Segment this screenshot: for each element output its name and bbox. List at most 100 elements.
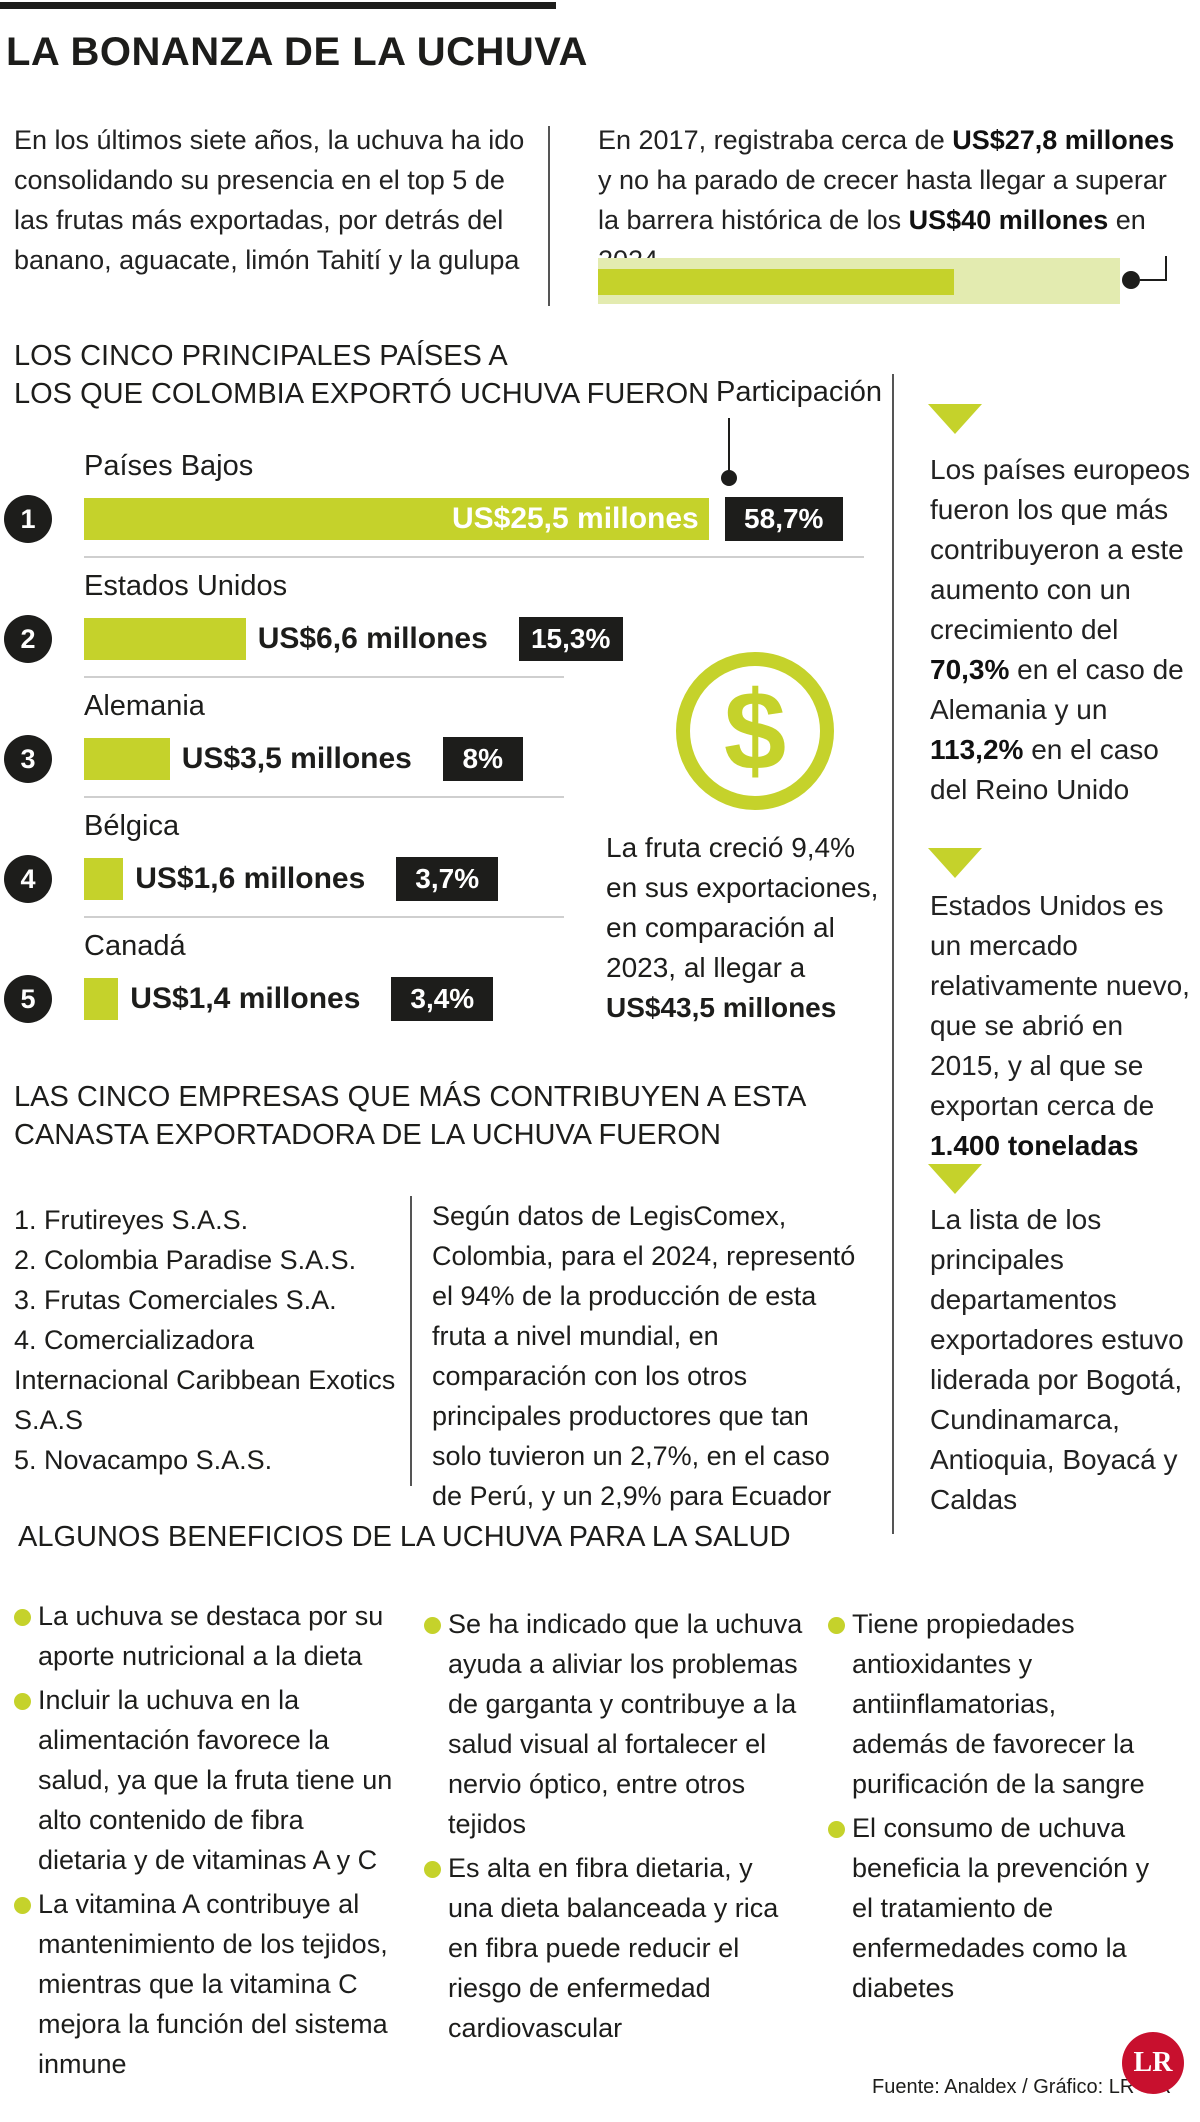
share-percent-box: 58,7%: [724, 497, 843, 541]
bar-value-label: US$1,4 millones: [130, 982, 361, 1015]
benefit-text: Se ha indicado que la uchuva ayuda a ali…: [448, 1609, 803, 1839]
bar-value-label: US$1,6 millones: [135, 862, 366, 895]
row-separator: [84, 796, 564, 798]
bullet-dot-icon: [828, 1821, 845, 1838]
benefit-item: La uchuva se destaca por su aporte nutri…: [14, 1596, 394, 1676]
side-note-value: 113,2%: [930, 734, 1024, 765]
side-note-part: en el caso del Reino Unido: [930, 734, 1159, 805]
growth-bar-2017: [598, 269, 954, 295]
share-percent-box: 3,7%: [396, 857, 499, 901]
page-title: LA BONANZA DE LA UCHUVA: [6, 30, 588, 74]
side-note-departments: La lista de los principales departamento…: [930, 1204, 1184, 1515]
share-percent-box: 15,3%: [518, 617, 623, 661]
lr-logo: LR: [1122, 2032, 1184, 2094]
benefit-item: El consumo de uchuva beneficia la preven…: [828, 1808, 1158, 2008]
rank-badge: 4: [4, 855, 52, 903]
benefits-column-2: Se ha indicado que la uchuva ayuda a ali…: [424, 1604, 804, 2052]
country-label: Alemania: [84, 690, 205, 722]
benefits-column-1: La uchuva se destaca por su aporte nutri…: [14, 1596, 394, 2088]
intro-value-2017: US$27,8 millones: [952, 125, 1175, 155]
intro-right-text: En 2017, registraba cerca de US$27,8 mil…: [598, 120, 1178, 280]
bullet-dot-icon: [14, 1693, 31, 1710]
countries-title-line: LOS QUE COLOMBIA EXPORTÓ UCHUVA FUERON: [14, 378, 710, 410]
companies-section-title: LAS CINCO EMPRESAS QUE MÁS CONTRIBUYEN A…: [14, 1078, 806, 1154]
fruit-growth-text: La fruta creció 9,4% en sus exportacione…: [606, 828, 886, 1028]
row-separator: [84, 916, 564, 918]
participation-stem: [728, 418, 730, 476]
triangle-marker-icon: [928, 1164, 982, 1194]
bullet-dot-icon: [14, 1609, 31, 1626]
participation-dot: [721, 470, 737, 486]
intro-left-text: En los últimos siete años, la uchuva ha …: [14, 125, 525, 275]
rank-badge: 5: [4, 975, 52, 1023]
triangle-marker-icon: [928, 848, 982, 878]
source-credit: Fuente: Analdex / Gráfico: LR-GR: [872, 2076, 1172, 2098]
growth-marker-dot: [1122, 271, 1140, 289]
share-percent-box: 3,4%: [391, 977, 494, 1021]
company-item: 4. Comercializadora Internacional Caribb…: [14, 1325, 396, 1435]
rank-badge: 3: [4, 735, 52, 783]
country-label: Países Bajos: [84, 450, 254, 482]
company-item: 2. Colombia Paradise S.A.S.: [14, 1245, 357, 1275]
countries-section-title: LOS CINCO PRINCIPALES PAÍSES A LOS QUE C…: [14, 337, 709, 413]
country-label: Bélgica: [84, 810, 180, 842]
benefit-text: Incluir la uchuva en la alimentación fav…: [38, 1685, 393, 1875]
company-item: 1. Frutireyes S.A.S.: [14, 1205, 249, 1235]
bullet-dot-icon: [14, 1897, 31, 1914]
benefit-text: La vitamina A contribuye al mantenimient…: [38, 1889, 388, 2079]
fruit-growth-value: US$43,5 millones: [606, 992, 837, 1023]
intro-value-2024: US$40 millones: [908, 205, 1109, 235]
country-bar: [84, 738, 170, 780]
benefits-column-3: Tiene propiedades antioxidantes y antiin…: [828, 1604, 1158, 2012]
row-separator: [84, 676, 564, 678]
growth-marker-stem: [1140, 279, 1167, 281]
benefit-text: La uchuva se destaca por su aporte nutri…: [38, 1601, 384, 1671]
benefit-text: Es alta en fibra dietaria, y una dieta b…: [448, 1853, 779, 2043]
country-label: Canadá: [84, 930, 186, 962]
benefit-item: Se ha indicado que la uchuva ayuda a ali…: [424, 1604, 804, 1844]
companies-title-line: LAS CINCO EMPRESAS QUE MÁS CONTRIBUYEN A…: [14, 1081, 807, 1113]
benefit-item: Tiene propiedades antioxidantes y antiin…: [828, 1604, 1158, 1804]
bar-value-label: US$3,5 millones: [181, 742, 412, 775]
bullet-dot-icon: [828, 1617, 845, 1634]
top-rule: [0, 2, 556, 9]
share-percent-box: 8%: [442, 737, 523, 781]
country-bar: [84, 858, 124, 900]
bullet-dot-icon: [424, 1861, 441, 1878]
intro-right-part: En 2017, registraba cerca de: [598, 125, 953, 155]
column-divider: [892, 374, 894, 1534]
bar-value-label: US$25,5 millones: [451, 502, 699, 535]
rank-badge: 1: [4, 495, 52, 543]
company-item: 5. Novacampo S.A.S.: [14, 1445, 273, 1475]
country-bar: [84, 498, 709, 540]
row-separator: [84, 556, 864, 558]
benefit-item: Es alta en fibra dietaria, y una dieta b…: [424, 1848, 804, 2048]
benefit-text: El consumo de uchuva beneficia la preven…: [852, 1813, 1150, 2003]
intro-divider: [548, 126, 550, 306]
side-note-part: en el caso de Alemania y un: [930, 654, 1184, 725]
benefit-text: Tiene propiedades antioxidantes y antiin…: [852, 1609, 1145, 1799]
side-note-europe: Los países europeos fueron los que más c…: [930, 450, 1200, 810]
side-note-value: 1.400 toneladas: [930, 1130, 1139, 1161]
legiscomex-text: Según datos de LegisComex, Colombia, par…: [432, 1201, 856, 1511]
benefit-item: Incluir la uchuva en la alimentación fav…: [14, 1680, 394, 1880]
bullet-dot-icon: [424, 1617, 441, 1634]
benefit-item: La vitamina A contribuye al mantenimient…: [14, 1884, 394, 2084]
triangle-marker-icon: [928, 404, 982, 434]
companies-title-line: CANASTA EXPORTADORA DE LA UCHUVA FUERON: [14, 1119, 721, 1151]
side-note-part: Los países europeos fueron los que más c…: [930, 454, 1190, 645]
company-item: 3. Frutas Comerciales S.A.: [14, 1285, 337, 1315]
side-note-part: Estados Unidos es un mercado relativamen…: [930, 890, 1190, 1121]
rank-badge: 2: [4, 615, 52, 663]
country-label: Estados Unidos: [84, 570, 288, 602]
companies-divider: [410, 1196, 412, 1486]
fruit-growth-part: La fruta creció 9,4% en sus exportacione…: [606, 832, 879, 983]
growth-marker-stem: [1165, 256, 1167, 280]
side-note-value: 70,3%: [930, 654, 1010, 685]
participation-label: Participación: [716, 376, 883, 408]
countries-title-line: LOS CINCO PRINCIPALES PAÍSES A: [14, 340, 508, 372]
companies-list: 1. Frutireyes S.A.S. 2. Colombia Paradis…: [14, 1200, 414, 1480]
side-note-usa: Estados Unidos es un mercado relativamen…: [930, 886, 1200, 1166]
dollar-sign-glyph: $: [723, 668, 787, 793]
country-bar: [84, 618, 246, 660]
